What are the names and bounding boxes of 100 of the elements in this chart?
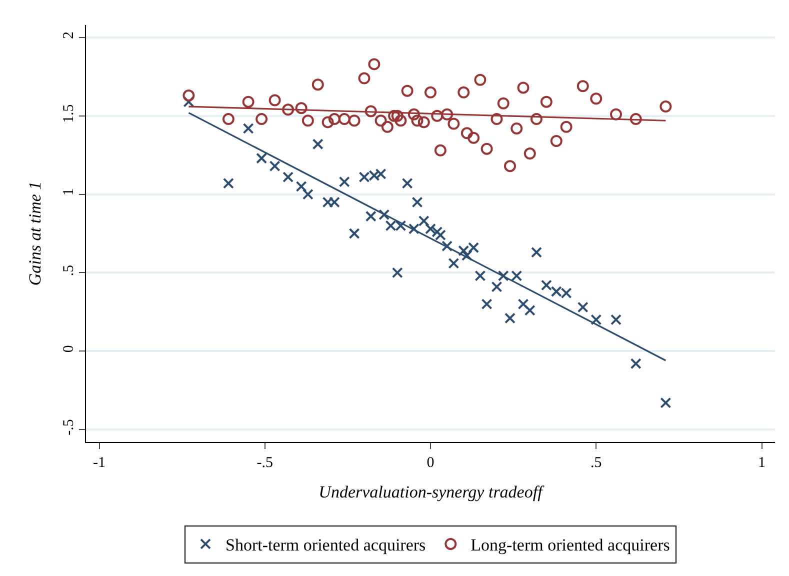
point (468, 132, 480, 144)
point (374, 114, 387, 127)
point (282, 172, 294, 183)
point (610, 108, 622, 120)
point (256, 113, 268, 126)
y-tick-label: -.5 (61, 419, 77, 436)
point (518, 298, 529, 310)
x-tick-label: -1 (93, 455, 106, 471)
point (434, 230, 446, 241)
point (401, 84, 414, 97)
point (182, 90, 195, 102)
point (378, 209, 390, 220)
point (282, 104, 294, 116)
x-tick-label: 1 (758, 455, 766, 471)
point (630, 113, 642, 126)
point (610, 314, 622, 326)
y-tick-label: .5 (61, 264, 77, 276)
point (222, 113, 234, 126)
point (269, 160, 280, 172)
legend-label: Long-term oriented acquirers (470, 536, 670, 555)
point (358, 72, 370, 84)
point (328, 113, 340, 126)
point (368, 58, 380, 70)
point (408, 223, 420, 234)
point (474, 270, 486, 282)
point (408, 108, 420, 120)
point (540, 280, 552, 291)
point (560, 120, 572, 133)
point (242, 122, 254, 134)
point (550, 135, 562, 148)
point (391, 110, 404, 122)
point (312, 78, 324, 91)
point (441, 108, 454, 120)
point (590, 314, 602, 326)
point (530, 113, 542, 126)
point (402, 178, 413, 189)
point (183, 96, 194, 108)
point (660, 100, 672, 113)
point (490, 113, 503, 126)
point (461, 250, 472, 261)
y-tick-label: 1.5 (61, 104, 77, 124)
y-tick-label: 0 (61, 345, 77, 353)
point (418, 215, 430, 226)
point (424, 86, 436, 98)
x-tick-label: -.5 (256, 455, 274, 471)
point (524, 148, 536, 160)
point (418, 116, 430, 128)
point (338, 176, 350, 188)
point (504, 160, 516, 172)
point (531, 246, 542, 258)
point (540, 96, 552, 108)
point (312, 138, 324, 150)
point (504, 312, 516, 324)
point (576, 80, 589, 92)
point (302, 114, 314, 127)
point (498, 270, 509, 282)
point (296, 180, 307, 192)
point (381, 120, 394, 133)
y-tick-label: 1 (61, 188, 77, 196)
point (460, 127, 473, 140)
point (434, 144, 446, 156)
point (524, 304, 536, 316)
point (256, 152, 268, 164)
y-tick-label: 2 (61, 32, 77, 40)
point (412, 196, 423, 208)
point (388, 110, 400, 122)
point (517, 82, 530, 94)
point (348, 228, 360, 239)
point (302, 188, 314, 200)
point (348, 114, 360, 127)
point (577, 302, 588, 313)
point (458, 86, 470, 98)
point (481, 298, 492, 310)
point (511, 270, 522, 282)
point (365, 210, 376, 222)
point (322, 116, 334, 128)
point (242, 96, 254, 108)
point (442, 240, 453, 252)
point (364, 105, 377, 118)
legend-label: Short-term oriented acquirers (226, 536, 426, 555)
y-axis-title: Gains at time 1 (26, 181, 45, 286)
point (268, 94, 281, 106)
point (630, 358, 642, 370)
point (497, 97, 510, 110)
point (394, 114, 407, 127)
point (448, 258, 460, 269)
point (510, 122, 523, 134)
point (338, 113, 350, 126)
x-tick-label: 0 (426, 455, 434, 471)
point (660, 397, 672, 408)
point (411, 114, 424, 127)
point (222, 178, 234, 189)
point (448, 118, 460, 130)
point (431, 110, 444, 122)
point (295, 102, 308, 114)
point (392, 267, 403, 278)
x-axis-title: Undervaluation-synergy tradeoff (318, 482, 545, 502)
point (590, 92, 602, 105)
x-tick-label: .5 (590, 455, 602, 471)
point (491, 281, 502, 292)
